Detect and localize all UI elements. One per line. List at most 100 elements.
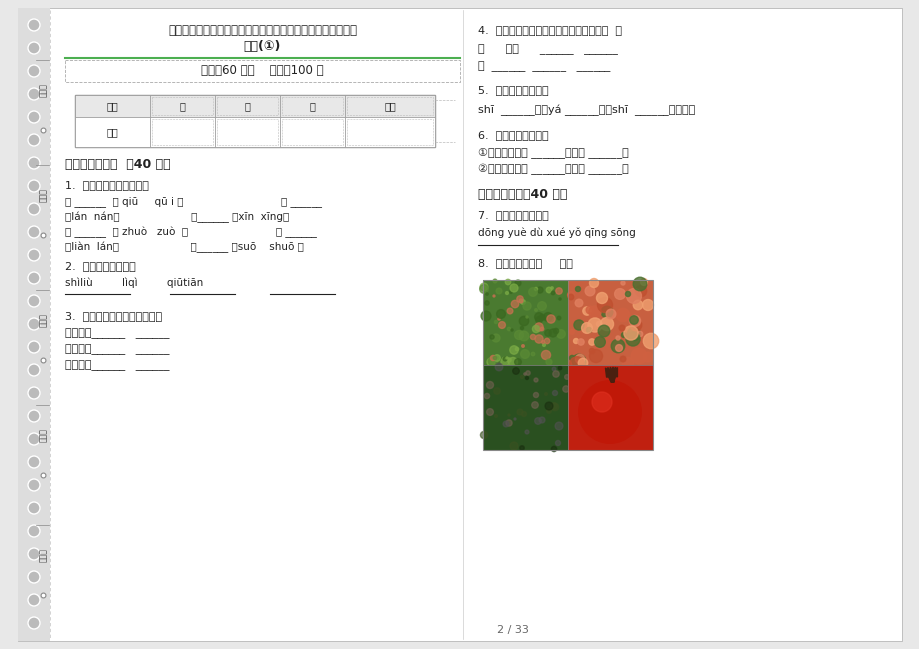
- Bar: [482, 280, 567, 365]
- Circle shape: [546, 315, 554, 323]
- Circle shape: [512, 368, 518, 374]
- Circle shape: [530, 334, 535, 339]
- Circle shape: [486, 409, 493, 415]
- Bar: [215, 117, 279, 147]
- Circle shape: [503, 421, 508, 427]
- Text: 班级：: 班级：: [39, 428, 48, 442]
- Circle shape: [614, 289, 625, 299]
- Circle shape: [557, 316, 561, 320]
- Text: shī  ______榴的yá ______齿就shī  ______它的子。: shī ______榴的yá ______齿就shī ______它的子。: [478, 104, 695, 116]
- Bar: [345, 95, 435, 117]
- Circle shape: [596, 297, 612, 313]
- Circle shape: [509, 284, 517, 292]
- Circle shape: [597, 325, 609, 337]
- Text: 天      天空      ______   ______: 天 天空 ______ ______: [478, 45, 618, 55]
- Circle shape: [550, 403, 558, 411]
- Circle shape: [606, 309, 615, 319]
- Circle shape: [531, 402, 538, 408]
- Text: （liàn  lán）                      说______ （suō    shuō ）: （liàn lán） 说______ （suō shuō ）: [65, 241, 303, 252]
- Bar: [150, 95, 215, 117]
- Text: 卷卷(①): 卷卷(①): [244, 40, 281, 53]
- Circle shape: [28, 548, 40, 560]
- Circle shape: [480, 432, 487, 439]
- Circle shape: [533, 393, 538, 398]
- Circle shape: [620, 281, 624, 285]
- Text: 得分: 得分: [107, 127, 119, 137]
- Circle shape: [508, 358, 517, 367]
- Circle shape: [28, 111, 40, 123]
- Circle shape: [581, 323, 592, 334]
- Text: shìliù         lìqì         qiūtiān: shìliù lìqì qiūtiān: [65, 278, 203, 288]
- Circle shape: [525, 376, 528, 380]
- Circle shape: [530, 352, 534, 356]
- Circle shape: [28, 203, 40, 215]
- Bar: [18, 8, 50, 641]
- Circle shape: [551, 367, 555, 371]
- Circle shape: [589, 278, 598, 288]
- Circle shape: [554, 422, 562, 430]
- Circle shape: [494, 354, 500, 361]
- Circle shape: [494, 415, 497, 417]
- Circle shape: [28, 65, 40, 77]
- Circle shape: [506, 327, 510, 331]
- Text: （lán  nán）                      星______ （xīn  xīng）: （lán nán） 星______ （xīn xīng）: [65, 212, 289, 223]
- Text: 一: 一: [179, 101, 186, 111]
- Circle shape: [541, 341, 544, 343]
- Circle shape: [520, 300, 525, 304]
- Circle shape: [509, 346, 517, 354]
- Circle shape: [630, 316, 638, 324]
- Circle shape: [533, 378, 538, 382]
- Circle shape: [479, 285, 488, 293]
- Circle shape: [510, 329, 513, 331]
- Circle shape: [526, 371, 529, 375]
- Circle shape: [569, 357, 584, 371]
- Circle shape: [516, 409, 522, 415]
- Circle shape: [532, 325, 539, 332]
- Circle shape: [637, 331, 642, 337]
- FancyBboxPatch shape: [65, 60, 460, 82]
- Circle shape: [616, 308, 629, 322]
- Circle shape: [625, 332, 640, 346]
- Circle shape: [562, 386, 569, 392]
- Circle shape: [28, 502, 40, 514]
- Circle shape: [494, 363, 503, 371]
- Circle shape: [520, 350, 528, 358]
- Circle shape: [28, 341, 40, 353]
- Circle shape: [539, 417, 544, 423]
- Circle shape: [525, 430, 528, 434]
- Circle shape: [550, 402, 557, 410]
- Circle shape: [588, 306, 600, 318]
- Circle shape: [514, 330, 523, 339]
- Text: 三: 三: [309, 101, 315, 111]
- Bar: [482, 280, 652, 450]
- Circle shape: [569, 356, 574, 361]
- Text: 坐 ______  （ zhuò   zuò  ）                           莲 ______: 坐 ______ （ zhuò zuò ） 莲 ______: [65, 227, 316, 238]
- Circle shape: [596, 293, 607, 304]
- Circle shape: [577, 339, 584, 345]
- Circle shape: [526, 316, 528, 318]
- Circle shape: [591, 392, 611, 412]
- Circle shape: [28, 571, 40, 583]
- Circle shape: [494, 321, 497, 324]
- Circle shape: [623, 326, 638, 340]
- Circle shape: [574, 354, 584, 363]
- Circle shape: [641, 300, 652, 310]
- Circle shape: [635, 286, 646, 297]
- Text: 人教版一年级强化训练突破上学期小学语文四单元真题模拟试: 人教版一年级强化训练突破上学期小学语文四单元真题模拟试: [168, 23, 357, 36]
- Circle shape: [619, 356, 625, 362]
- Circle shape: [514, 418, 516, 420]
- Circle shape: [577, 380, 641, 444]
- Circle shape: [573, 339, 578, 343]
- Circle shape: [28, 433, 40, 445]
- Circle shape: [632, 300, 642, 310]
- Circle shape: [28, 249, 40, 261]
- Circle shape: [484, 301, 489, 305]
- Circle shape: [28, 387, 40, 399]
- Circle shape: [640, 278, 647, 286]
- Circle shape: [543, 313, 551, 321]
- Text: 学校：: 学校：: [39, 548, 48, 562]
- Bar: [75, 95, 150, 117]
- Text: 4.  一字组多词。（不会写的字用拼音代替  ）: 4. 一字组多词。（不会写的字用拼音代替 ）: [478, 25, 621, 35]
- Circle shape: [544, 330, 550, 336]
- Circle shape: [539, 327, 543, 331]
